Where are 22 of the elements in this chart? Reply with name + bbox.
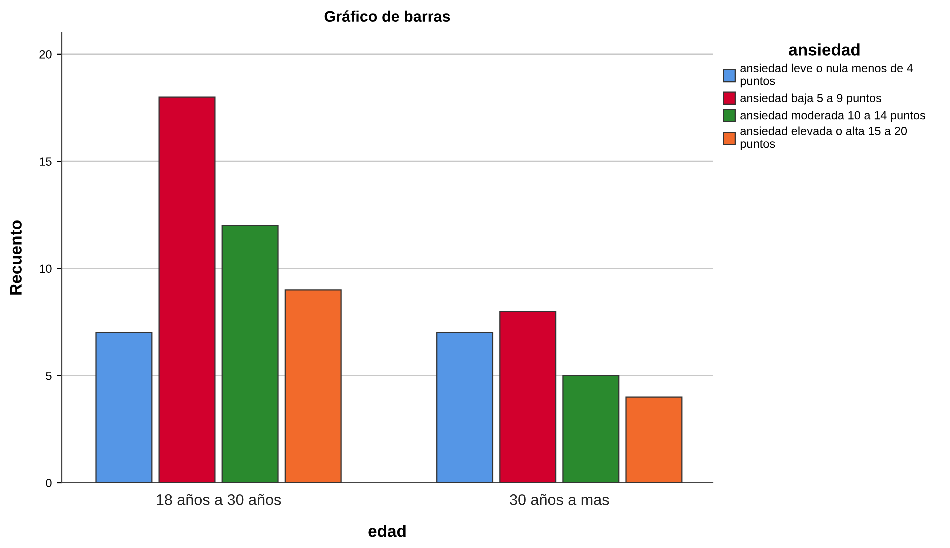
bar: [222, 225, 279, 483]
legend-label: ansiedad moderada 10 a 14 puntos: [740, 111, 926, 122]
y-axis-title: Recuento: [10, 220, 22, 295]
bar: [626, 396, 683, 483]
x-axis-title: edad: [368, 525, 406, 538]
bar: [158, 96, 216, 483]
bar: [436, 332, 494, 483]
x-tick-label: 30 años a mas: [510, 494, 610, 506]
chart-title: Gráfico de barras: [324, 10, 450, 22]
bar: [500, 311, 557, 483]
y-tick-label: 15: [40, 158, 52, 166]
legend-label: ansiedad baja 5 a 9 puntos: [740, 94, 882, 105]
bar: [96, 332, 153, 483]
bar: [562, 375, 620, 483]
bar: [284, 290, 342, 483]
y-tick-label: 10: [40, 264, 52, 274]
y-tick-label: 20: [40, 50, 52, 59]
y-tick-label: 0: [46, 479, 52, 488]
legend-label: ansiedad elevada o alta 15 a 20 puntos: [740, 126, 908, 150]
legend-title: ansiedad: [789, 44, 860, 56]
y-tick-label: 5: [46, 372, 52, 380]
x-tick-label: 18 años a 30 años: [157, 494, 282, 506]
